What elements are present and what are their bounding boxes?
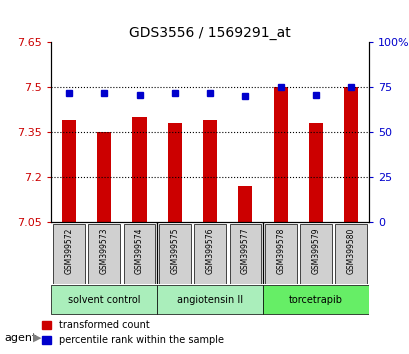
Bar xyxy=(202,120,217,222)
FancyBboxPatch shape xyxy=(159,224,190,284)
Text: GSM399572: GSM399572 xyxy=(64,227,73,274)
FancyBboxPatch shape xyxy=(88,224,120,284)
Bar xyxy=(132,118,146,222)
FancyBboxPatch shape xyxy=(263,285,368,314)
Text: agent: agent xyxy=(4,333,36,343)
Bar xyxy=(344,87,357,222)
FancyBboxPatch shape xyxy=(53,224,85,284)
Text: solvent control: solvent control xyxy=(68,295,140,305)
Bar xyxy=(62,120,76,222)
FancyBboxPatch shape xyxy=(51,285,157,314)
Text: GSM399579: GSM399579 xyxy=(311,227,320,274)
Title: GDS3556 / 1569291_at: GDS3556 / 1569291_at xyxy=(129,26,290,40)
Legend: transformed count, percentile rank within the sample: transformed count, percentile rank withi… xyxy=(38,316,227,349)
Text: GSM399578: GSM399578 xyxy=(276,227,285,274)
Bar xyxy=(167,124,182,222)
FancyBboxPatch shape xyxy=(229,224,261,284)
Text: torcetrapib: torcetrapib xyxy=(288,295,342,305)
Text: GSM399576: GSM399576 xyxy=(205,227,214,274)
Text: GSM399574: GSM399574 xyxy=(135,227,144,274)
Bar xyxy=(238,187,252,222)
Bar xyxy=(97,132,111,222)
FancyBboxPatch shape xyxy=(124,224,155,284)
Text: angiotensin II: angiotensin II xyxy=(177,295,243,305)
Text: GSM399573: GSM399573 xyxy=(99,227,108,274)
Text: ▶: ▶ xyxy=(33,333,41,343)
FancyBboxPatch shape xyxy=(194,224,225,284)
Bar xyxy=(308,124,322,222)
FancyBboxPatch shape xyxy=(157,285,263,314)
Text: GSM399575: GSM399575 xyxy=(170,227,179,274)
Bar xyxy=(273,87,287,222)
Text: GSM399580: GSM399580 xyxy=(346,227,355,274)
FancyBboxPatch shape xyxy=(335,224,366,284)
FancyBboxPatch shape xyxy=(299,224,331,284)
Text: GSM399577: GSM399577 xyxy=(240,227,249,274)
FancyBboxPatch shape xyxy=(264,224,296,284)
